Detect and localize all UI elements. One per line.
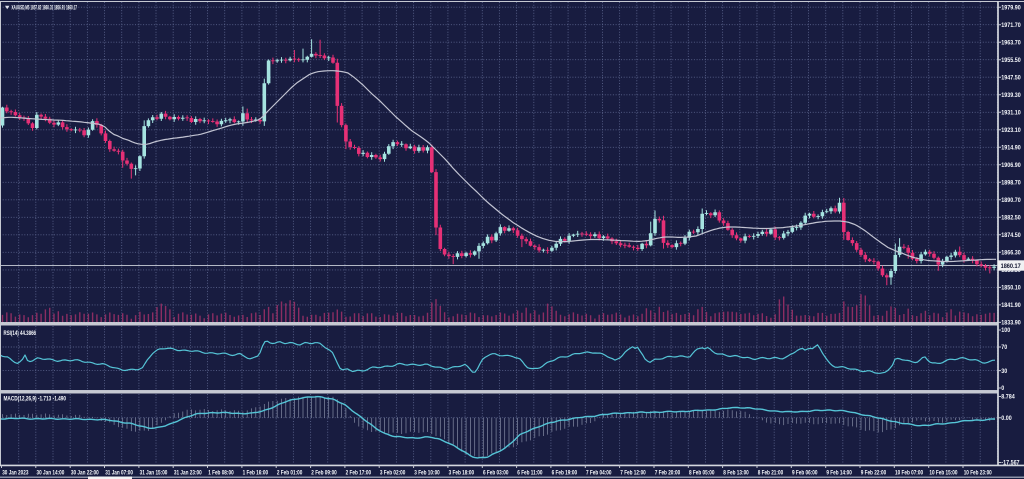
svg-text:10 Feb 07:00: 10 Feb 07:00 [895, 470, 923, 477]
svg-text:1882.50: 1882.50 [1001, 215, 1020, 221]
svg-text:1906.90: 1906.90 [1001, 163, 1020, 169]
svg-text:1866.30: 1866.30 [1001, 250, 1020, 256]
svg-text:0: 0 [1001, 386, 1004, 392]
svg-text:1955.50: 1955.50 [1001, 58, 1020, 64]
svg-text:1963.70: 1963.70 [1001, 40, 1020, 46]
svg-text:31 Jan 23:00: 31 Jan 23:00 [174, 470, 202, 477]
svg-text:10 Feb 15:00: 10 Feb 15:00 [929, 470, 957, 477]
svg-text:9 Feb 14:00: 9 Feb 14:00 [826, 470, 851, 477]
svg-text:30: 30 [1001, 369, 1007, 375]
svg-text:RSI(14) 44.3866: RSI(14) 44.3866 [4, 330, 37, 337]
svg-text:1898.70: 1898.70 [1001, 180, 1020, 186]
svg-text:1874.50: 1874.50 [1001, 233, 1020, 239]
svg-text:1914.90: 1914.90 [1001, 145, 1020, 151]
svg-text:7 Feb 12:00: 7 Feb 12:00 [620, 470, 645, 477]
svg-text:8 Feb 05:00: 8 Feb 05:00 [689, 470, 714, 477]
svg-text:1923.10: 1923.10 [1001, 128, 1020, 134]
svg-text:1939.30: 1939.30 [1001, 93, 1020, 99]
svg-text:1833.90: 1833.90 [1001, 320, 1020, 326]
svg-text:9 Feb 22:00: 9 Feb 22:00 [861, 470, 886, 477]
svg-text:3 Feb 18:00: 3 Feb 18:00 [449, 470, 474, 477]
svg-text:3 Feb 10:00: 3 Feb 10:00 [414, 470, 439, 477]
svg-text:2 Feb 09:00: 2 Feb 09:00 [311, 470, 336, 477]
svg-text:2 Feb 01:00: 2 Feb 01:00 [277, 470, 302, 477]
svg-text:9 Feb 06:00: 9 Feb 06:00 [792, 470, 817, 477]
svg-text:3 Feb 02:00: 3 Feb 02:00 [380, 470, 405, 477]
svg-text:1979.90: 1979.90 [1001, 5, 1020, 11]
svg-text:8 Feb 21:00: 8 Feb 21:00 [758, 470, 783, 477]
svg-text:8.784: 8.784 [1001, 394, 1015, 400]
svg-text:70: 70 [1001, 345, 1007, 351]
svg-text:100: 100 [1001, 328, 1010, 334]
svg-text:1 Feb 16:00: 1 Feb 16:00 [243, 470, 268, 477]
svg-text:1841.90: 1841.90 [1001, 303, 1020, 309]
svg-text:1971.70: 1971.70 [1001, 23, 1020, 29]
svg-text:MACD(12,26,9) -1.713 -1.490: MACD(12,26,9) -1.713 -1.490 [4, 396, 67, 403]
svg-text:1890.70: 1890.70 [1001, 198, 1020, 204]
svg-text:6 Feb 03:00: 6 Feb 03:00 [483, 470, 508, 477]
svg-text:31 Jan 07:00: 31 Jan 07:00 [105, 470, 133, 477]
svg-text:1 Feb 08:00: 1 Feb 08:00 [208, 470, 233, 477]
svg-text:2 Feb 17:00: 2 Feb 17:00 [346, 470, 371, 477]
svg-text:-17.567: -17.567 [1001, 460, 1019, 466]
svg-text:8 Feb 13:00: 8 Feb 13:00 [723, 470, 748, 477]
svg-text:30 Jan 14:00: 30 Jan 14:00 [37, 470, 65, 477]
svg-text:1931.10: 1931.10 [1001, 110, 1020, 116]
svg-text:1947.50: 1947.50 [1001, 75, 1020, 81]
svg-text:7 Feb 04:00: 7 Feb 04:00 [586, 470, 611, 477]
svg-text:XAUUSD,M5 1857.82 1860.31 185: XAUUSD,M5 1857.82 1860.31 1856.91 1860.1… [12, 4, 78, 12]
svg-text:1850.10: 1850.10 [1001, 285, 1020, 291]
svg-text:31 Jan 15:00: 31 Jan 15:00 [140, 470, 168, 477]
svg-text:6 Feb 11:00: 6 Feb 11:00 [517, 470, 542, 477]
svg-text:30 Jan 2023: 30 Jan 2023 [2, 470, 28, 477]
svg-text:1858.30: 1858.30 [1001, 268, 1020, 274]
svg-text:30 Jan 22:00: 30 Jan 22:00 [71, 470, 99, 477]
svg-text:6 Feb 19:00: 6 Feb 19:00 [552, 470, 577, 477]
svg-text:0.00: 0.00 [1001, 416, 1011, 422]
svg-text:10 Feb 23:00: 10 Feb 23:00 [964, 470, 992, 477]
svg-text:7 Feb 20:00: 7 Feb 20:00 [655, 470, 680, 477]
svg-text:1860.17: 1860.17 [1001, 264, 1022, 270]
